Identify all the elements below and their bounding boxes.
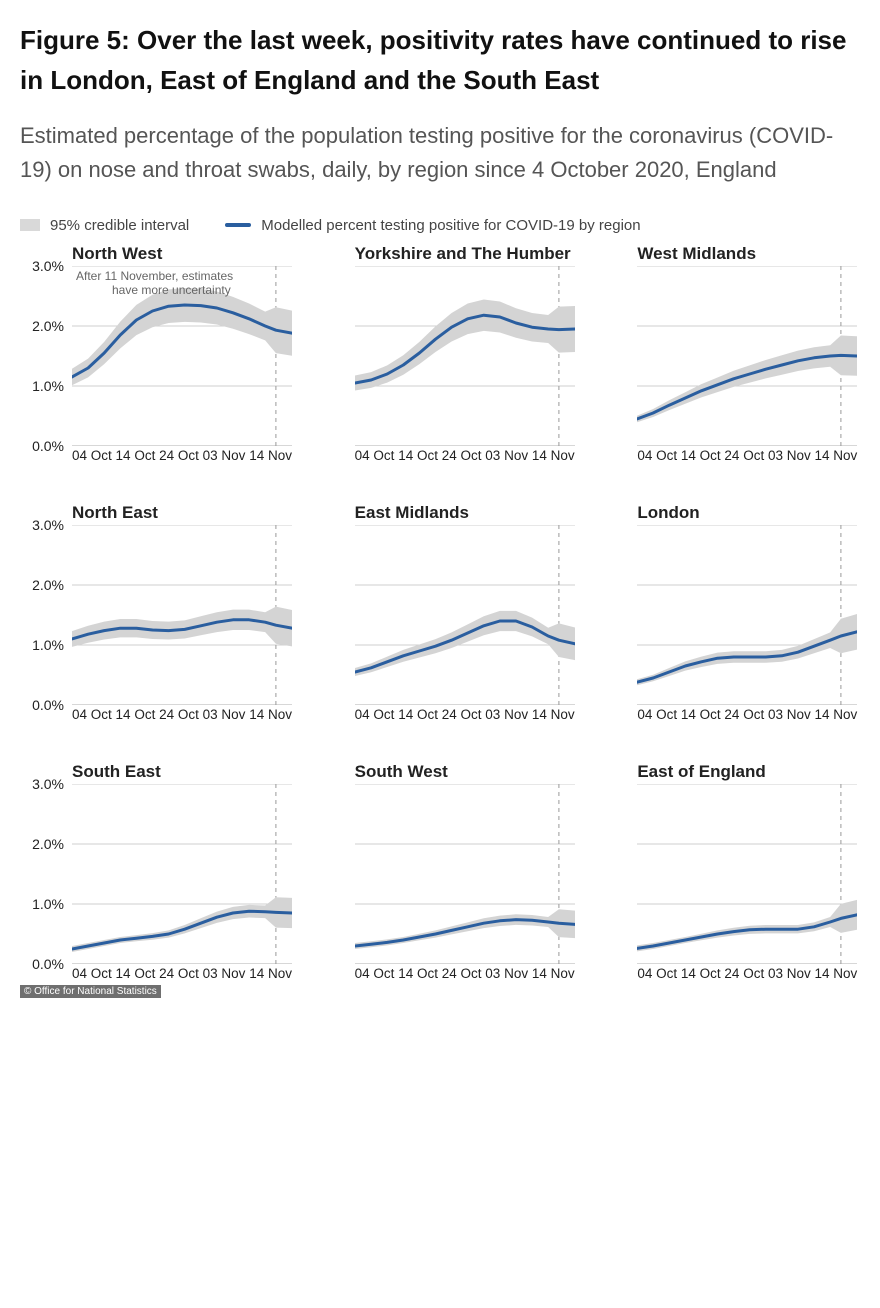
confidence-band	[637, 335, 857, 422]
y-axis-tick-label: 1.0%	[32, 638, 68, 652]
figure-title: Figure 5: Over the last week, positivity…	[20, 20, 860, 101]
y-axis-tick-label: 0.0%	[32, 698, 68, 712]
x-axis-tick-label: 03 Nov	[485, 448, 528, 463]
panel-title: East Midlands	[355, 503, 578, 523]
panel-title: London	[637, 503, 860, 523]
panel-title: Yorkshire and The Humber	[355, 244, 578, 264]
chart-panel	[72, 784, 292, 964]
y-axis-tick-label: 2.0%	[32, 837, 68, 851]
x-axis-tick-label: 14 Oct	[681, 448, 721, 463]
x-axis-tick-label: 14 Nov	[815, 448, 858, 463]
panel-title: North West	[72, 244, 295, 264]
x-axis-tick-label: 14 Nov	[815, 966, 858, 981]
y-axis-tick-label: 0.0%	[32, 957, 68, 971]
x-axis-tick-label: 14 Nov	[249, 448, 292, 463]
x-axis-tick-label: 04 Oct	[355, 966, 395, 981]
legend-label-line: Modelled percent testing positive for CO…	[261, 217, 640, 234]
x-axis-tick-label: 14 Nov	[532, 707, 575, 722]
x-axis-tick-label: 14 Oct	[398, 966, 438, 981]
x-axis-tick-label: 03 Nov	[203, 448, 246, 463]
x-axis-tick-label: 04 Oct	[637, 966, 677, 981]
y-axis-tick-label: 1.0%	[32, 897, 68, 911]
footer-credit: © Office for National Statistics	[20, 985, 161, 998]
confidence-band	[72, 288, 292, 385]
x-axis-tick-label: 03 Nov	[203, 707, 246, 722]
y-axis-tick-label: 1.0%	[32, 379, 68, 393]
x-axis-tick-label: 04 Oct	[72, 707, 112, 722]
legend-swatch-ci	[20, 219, 40, 231]
x-axis-tick-label: 24 Oct	[442, 448, 482, 463]
y-axis-tick-label: 3.0%	[32, 777, 68, 791]
x-axis-tick-label: 14 Oct	[398, 448, 438, 463]
x-axis-tick-label: 24 Oct	[724, 966, 764, 981]
x-axis-tick-label: 03 Nov	[768, 707, 811, 722]
x-axis-tick-label: 03 Nov	[485, 966, 528, 981]
x-axis-tick-label: 04 Oct	[72, 966, 112, 981]
x-axis-tick-label: 14 Nov	[249, 707, 292, 722]
x-axis-tick-label: 04 Oct	[637, 448, 677, 463]
x-axis-tick-label: 24 Oct	[724, 707, 764, 722]
x-axis-tick-label: 03 Nov	[485, 707, 528, 722]
confidence-band	[72, 606, 292, 646]
legend-label-ci: 95% credible interval	[50, 217, 189, 234]
x-axis-tick-label: 14 Oct	[398, 707, 438, 722]
chart-panel	[637, 784, 857, 964]
legend: 95% credible interval Modelled percent t…	[20, 217, 860, 234]
figure-subtitle: Estimated percentage of the population t…	[20, 119, 860, 187]
x-axis-tick-label: 14 Oct	[116, 966, 156, 981]
x-axis-tick-label: 03 Nov	[203, 966, 246, 981]
chart-panel	[637, 525, 857, 705]
x-axis-tick-label: 24 Oct	[159, 966, 199, 981]
x-axis-tick-label: 04 Oct	[72, 448, 112, 463]
y-axis-tick-label: 0.0%	[32, 439, 68, 453]
x-axis-tick-label: 03 Nov	[768, 966, 811, 981]
panel-title: South East	[72, 762, 295, 782]
panel-title: South West	[355, 762, 578, 782]
confidence-band	[637, 614, 857, 685]
panel-title: West Midlands	[637, 244, 860, 264]
x-axis-tick-label: 14 Nov	[532, 966, 575, 981]
confidence-band	[355, 611, 575, 676]
panel-title: North East	[72, 503, 295, 523]
y-axis-tick-label: 3.0%	[32, 518, 68, 532]
panel-title: East of England	[637, 762, 860, 782]
x-axis-tick-label: 24 Oct	[442, 707, 482, 722]
x-axis-tick-label: 14 Oct	[681, 707, 721, 722]
small-multiples-grid: North West 3.0% 2.0% 1.0% 0.0% After 11 Novem…	[20, 244, 860, 981]
x-axis-tick-label: 14 Oct	[681, 966, 721, 981]
x-axis-tick-label: 14 Oct	[116, 448, 156, 463]
chart-panel	[355, 784, 575, 964]
x-axis-tick-label: 04 Oct	[355, 707, 395, 722]
uncertainty-note: After 11 November, estimates	[76, 269, 233, 283]
x-axis-tick-label: 04 Oct	[355, 448, 395, 463]
x-axis-tick-label: 14 Oct	[116, 707, 156, 722]
x-axis-tick-label: 24 Oct	[159, 707, 199, 722]
x-axis-tick-label: 04 Oct	[637, 707, 677, 722]
x-axis-tick-label: 14 Nov	[532, 448, 575, 463]
chart-panel	[72, 525, 292, 705]
chart-panel: After 11 November, estimateshave more un…	[72, 266, 292, 446]
x-axis-tick-label: 03 Nov	[768, 448, 811, 463]
chart-panel	[637, 266, 857, 446]
uncertainty-note: have more uncertainty	[112, 283, 231, 297]
x-axis-tick-label: 24 Oct	[724, 448, 764, 463]
chart-panel	[355, 266, 575, 446]
y-axis-tick-label: 2.0%	[32, 578, 68, 592]
y-axis-tick-label: 2.0%	[32, 319, 68, 333]
legend-swatch-line	[225, 223, 251, 227]
x-axis-tick-label: 14 Nov	[815, 707, 858, 722]
x-axis-tick-label: 24 Oct	[159, 448, 199, 463]
x-axis-tick-label: 14 Nov	[249, 966, 292, 981]
chart-panel	[355, 525, 575, 705]
confidence-band	[355, 299, 575, 390]
y-axis-tick-label: 3.0%	[32, 259, 68, 273]
x-axis-tick-label: 24 Oct	[442, 966, 482, 981]
